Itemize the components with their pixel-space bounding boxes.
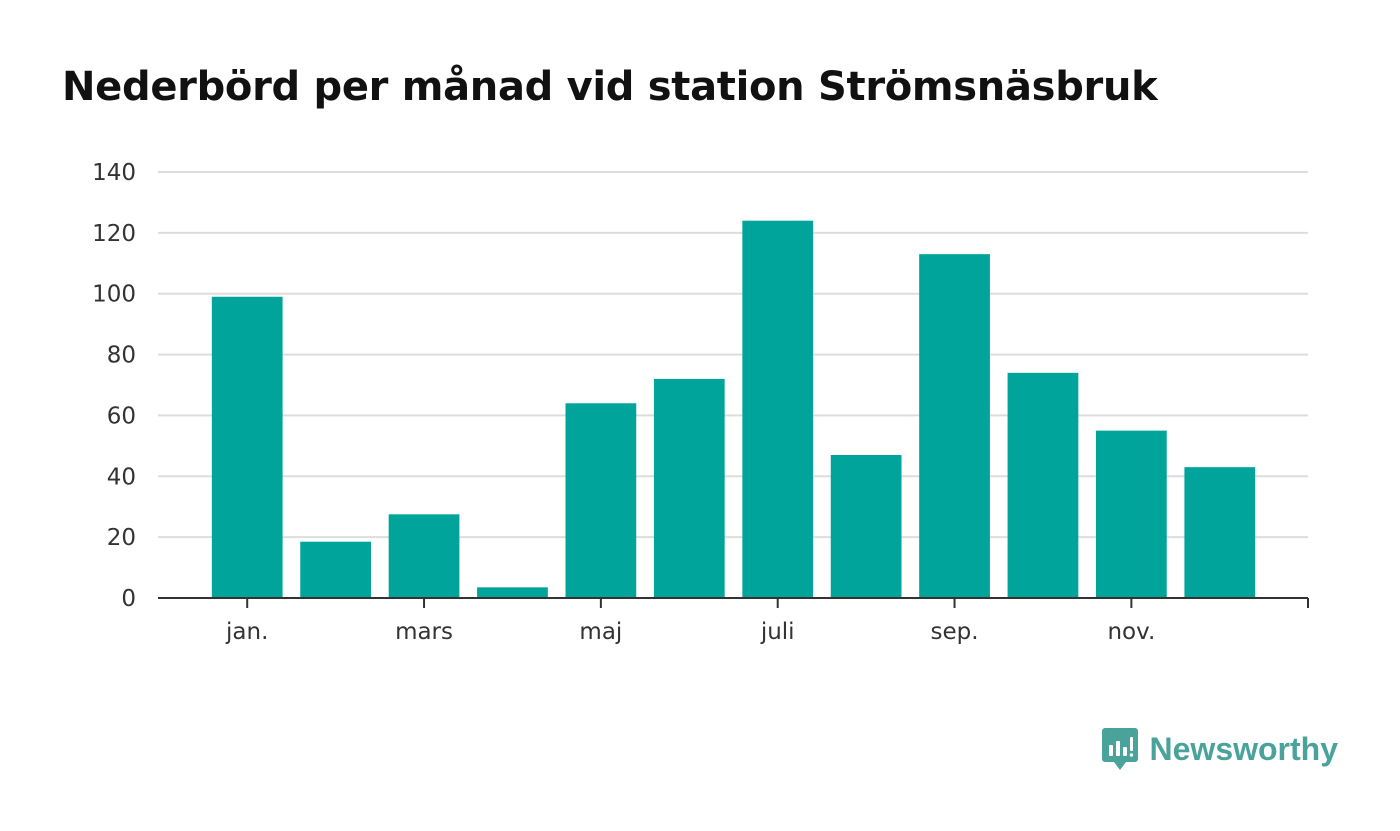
x-tick-label: mars — [395, 619, 453, 645]
bar — [300, 541, 371, 598]
y-tick-label: 120 — [92, 221, 136, 247]
y-tick-label: 140 — [92, 160, 136, 186]
bar — [565, 403, 637, 598]
gridlines — [158, 171, 1308, 539]
bar — [830, 454, 902, 598]
bar — [742, 220, 814, 598]
x-tick-label: maj — [579, 619, 622, 645]
y-tick-label: 80 — [107, 343, 136, 369]
bar — [1184, 467, 1256, 598]
y-tick-label: 40 — [107, 464, 136, 490]
x-tick-label: nov. — [1107, 619, 1155, 645]
y-tick-labels: 0 20 40 60 80 100 120 140 — [92, 160, 136, 612]
bar — [211, 296, 283, 598]
bar — [1096, 430, 1167, 598]
x-tick-label: sep. — [931, 619, 979, 645]
y-tick-label: 60 — [107, 403, 136, 429]
bars — [211, 220, 1256, 598]
brand-name: Newsworthy — [1149, 730, 1338, 767]
bar — [388, 514, 460, 598]
x-tick-label: juli — [760, 619, 795, 645]
bar — [919, 254, 990, 598]
y-tick-label: 0 — [121, 586, 136, 612]
brand-logo: Newsworthy — [1101, 728, 1338, 770]
bar — [653, 378, 725, 598]
y-tick-label: 100 — [92, 282, 136, 308]
newsworthy-logo-icon — [1101, 728, 1138, 770]
bar — [477, 587, 548, 598]
bar — [1007, 372, 1079, 598]
x-axis — [158, 597, 1309, 608]
x-tick-labels: jan. mars maj juli sep. nov. — [225, 619, 1155, 645]
chart-title: Nederbörd per månad vid station Strömsnä… — [62, 64, 1158, 110]
x-tick-label: jan. — [225, 619, 268, 645]
y-tick-label: 20 — [107, 525, 136, 551]
